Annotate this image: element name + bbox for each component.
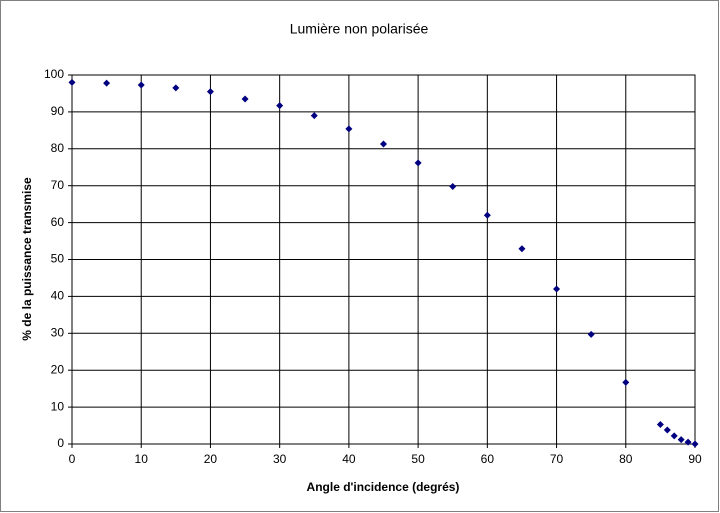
y-axis-label: % de la puissance transmise [20,177,34,341]
x-tick-label: 20 [204,452,218,466]
x-axis-label: Angle d'incidence (degrés) [307,480,460,494]
data-point [103,79,111,87]
x-tick-label: 30 [273,452,287,466]
data-point [172,84,180,92]
x-tick-label: 50 [411,452,425,466]
y-tick-label: 100 [44,67,64,81]
y-tick-label: 60 [51,215,65,229]
x-tick-label: 10 [135,452,149,466]
data-point [587,330,595,338]
data-point [276,102,284,110]
data-point [677,436,685,444]
data-point [684,438,692,446]
chart-title: Lumière non polarisée [290,21,429,37]
data-point [414,159,422,167]
data-point [310,112,318,120]
y-tick-label: 0 [57,436,64,450]
y-tick-label: 70 [51,178,65,192]
data-point [345,125,353,133]
data-point [670,432,678,440]
data-point [137,81,145,89]
y-tick-label: 30 [51,325,65,339]
data-point [663,426,671,434]
data-point [206,88,214,96]
x-tick-label: 60 [481,452,495,466]
x-tick-label: 80 [619,452,633,466]
data-point [518,245,526,253]
data-point [622,378,630,386]
x-tick-label: 70 [550,452,564,466]
y-tick-label: 10 [51,399,65,413]
y-tick-label: 50 [51,252,65,266]
x-tick-label: 0 [69,452,76,466]
data-point [483,211,491,219]
y-tick-label: 80 [51,141,65,155]
data-point [656,420,664,428]
y-tick-label: 90 [51,104,65,118]
data-point [691,440,699,448]
x-tick-label: 90 [688,452,702,466]
data-point [449,182,457,190]
data-point [241,95,249,103]
y-tick-label: 20 [51,362,65,376]
data-point [68,78,76,86]
data-point [380,140,387,148]
x-tick-label: 40 [342,452,356,466]
data-point [553,285,561,293]
y-tick-label: 40 [51,289,65,303]
